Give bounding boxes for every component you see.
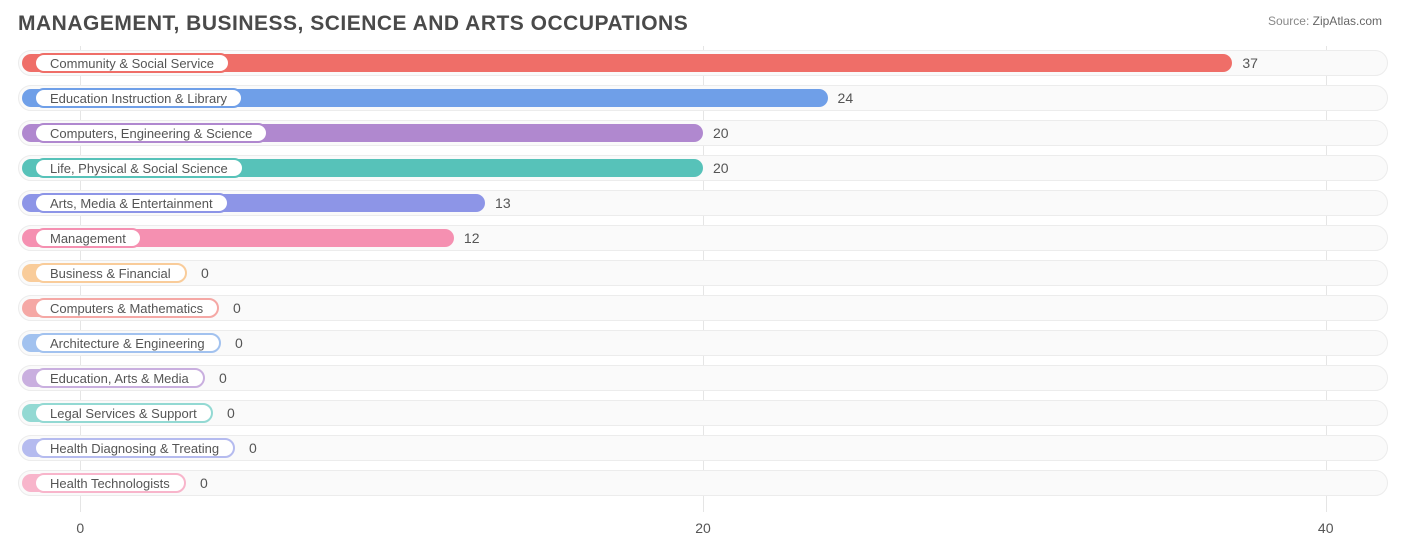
- source-attribution: Source: ZipAtlas.com: [1268, 14, 1382, 28]
- source-site: ZipAtlas.com: [1313, 14, 1382, 28]
- x-tick: 20: [695, 520, 711, 536]
- x-axis: 0 20 40: [18, 46, 1388, 536]
- chart-container: MANAGEMENT, BUSINESS, SCIENCE AND ARTS O…: [0, 0, 1406, 559]
- source-label: Source:: [1268, 14, 1309, 28]
- chart-title: MANAGEMENT, BUSINESS, SCIENCE AND ARTS O…: [18, 12, 1388, 36]
- x-tick: 0: [76, 520, 84, 536]
- x-tick: 40: [1318, 520, 1334, 536]
- plot-area: Community & Social Service37Education In…: [18, 46, 1388, 536]
